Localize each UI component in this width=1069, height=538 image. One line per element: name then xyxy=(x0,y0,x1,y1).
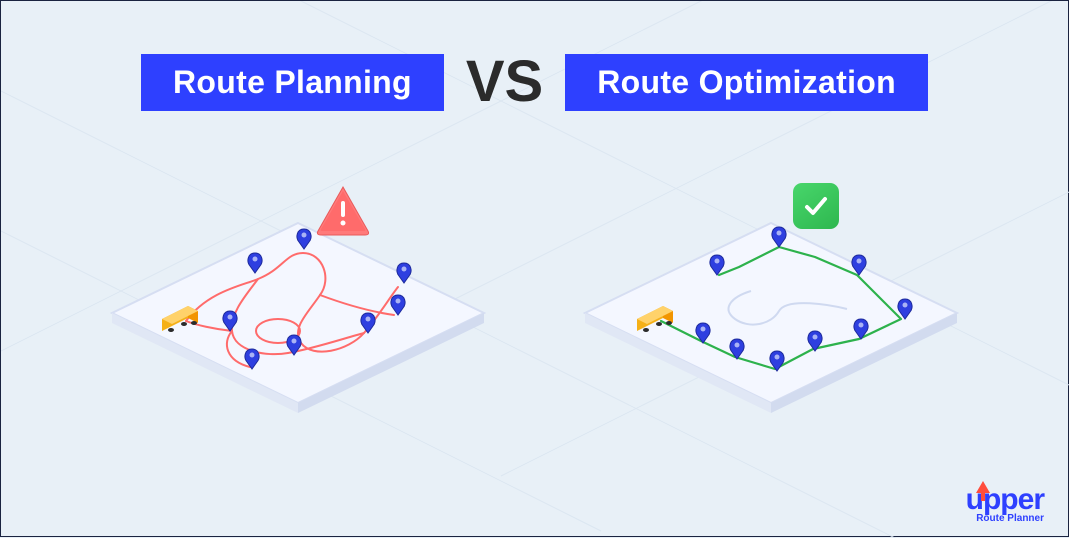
planning-map xyxy=(88,191,508,451)
brand-logo: upper Route Planner xyxy=(966,483,1044,524)
panel-route-optimization xyxy=(561,191,981,451)
vs-text: VS xyxy=(466,53,543,111)
warning-icon xyxy=(314,185,372,242)
right-title-box: Route Optimization xyxy=(565,54,928,111)
panel-route-planning xyxy=(88,191,508,451)
optimization-map xyxy=(561,191,981,451)
logo-main: upper xyxy=(966,483,1044,517)
right-title: Route Optimization xyxy=(597,64,896,100)
check-icon xyxy=(793,183,839,229)
left-title-box: Route Planning xyxy=(141,54,444,111)
left-title: Route Planning xyxy=(173,64,412,100)
panels-row xyxy=(1,191,1068,451)
header-row: Route Planning VS Route Optimization xyxy=(1,53,1068,111)
